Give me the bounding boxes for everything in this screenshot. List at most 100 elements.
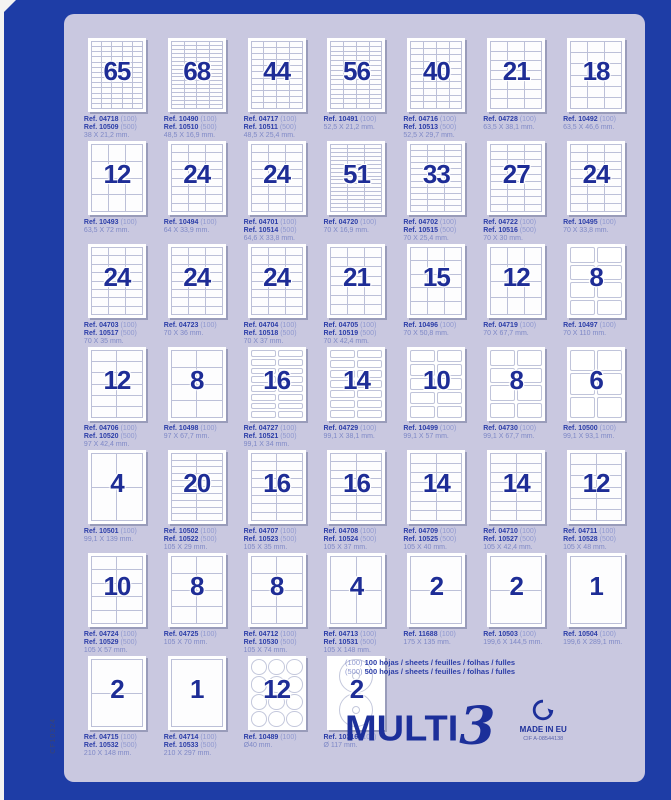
label-shape xyxy=(250,710,268,727)
label-count: 12 xyxy=(582,467,611,498)
label-shape xyxy=(91,178,108,195)
sheet-diagram: 21 xyxy=(327,244,386,318)
size-text: 70 X 42,4 mm. xyxy=(323,338,370,345)
label-shape xyxy=(436,473,462,482)
label-shape xyxy=(277,90,289,96)
label-shape xyxy=(122,42,132,47)
label-shape xyxy=(91,264,108,273)
label-shape xyxy=(331,257,348,267)
ref-line: Ref. 04705 (100) xyxy=(323,322,377,329)
label-shape xyxy=(171,298,188,306)
sheet-diagram: 18 xyxy=(567,38,626,112)
label-shape xyxy=(508,197,525,204)
label-shape xyxy=(251,203,268,211)
label-shape xyxy=(331,470,356,479)
label-shape xyxy=(108,178,125,195)
product-cell: 8 Ref. 10498 (100) 97 X 67,7 mm. xyxy=(160,347,234,450)
label-shape xyxy=(102,62,112,67)
label-shape xyxy=(91,52,102,57)
label-shape xyxy=(197,57,210,61)
legend-text: 500 hojas / sheets / feuilles / folhas /… xyxy=(364,667,516,676)
label-shape xyxy=(91,362,117,373)
ref-line: Ref. 10522 (500) xyxy=(163,536,217,543)
label-shape xyxy=(251,495,277,504)
label-shape xyxy=(197,454,222,460)
product-cell: 24 Ref. 04701 (100) Ref. 10514 (500) 64,6 … xyxy=(240,141,314,244)
scan-edge xyxy=(0,0,4,800)
label-shape xyxy=(197,49,210,53)
label-shape xyxy=(102,78,112,83)
label-shape xyxy=(525,174,542,182)
label-shape xyxy=(250,402,276,410)
label-shape xyxy=(117,597,142,610)
label-layout xyxy=(90,453,143,521)
size-text: 63,5 X 72 mm. xyxy=(83,227,130,234)
label-shape xyxy=(125,145,142,161)
label-shape xyxy=(331,80,344,85)
label-shape xyxy=(331,156,348,160)
label-shape xyxy=(91,161,108,178)
label-shape xyxy=(436,492,462,501)
sheet-diagram: 4 xyxy=(87,450,146,524)
label-shape xyxy=(445,261,462,274)
label-shape xyxy=(188,281,205,289)
label-shape xyxy=(171,61,184,65)
product-info: Ref. 10502 (100) Ref. 10522 (500) 105 X 29… xyxy=(164,528,230,552)
label-shape xyxy=(424,62,436,68)
label-shape xyxy=(268,659,285,676)
label-shape xyxy=(277,54,289,60)
label-shape xyxy=(344,51,356,56)
label-shape xyxy=(525,189,542,197)
label-shape xyxy=(365,145,382,148)
label-shape xyxy=(251,60,264,66)
label-shape xyxy=(344,75,356,80)
label-layout xyxy=(90,556,143,624)
label-shape xyxy=(197,590,222,607)
label-shape xyxy=(188,273,205,281)
ref-line: Ref. 04712 (100) xyxy=(243,631,297,638)
label-shape xyxy=(365,152,382,156)
product-cell: 12 Ref. 04719 (100) 70 X 67,7 mm. xyxy=(479,244,553,347)
label-shape xyxy=(357,410,383,418)
label-layout xyxy=(410,247,463,315)
label-shape xyxy=(171,474,197,480)
label-shape xyxy=(588,145,605,153)
product-info: Ref. 10501 (100) 99,1 X 139 mm. xyxy=(84,528,150,544)
label-shape xyxy=(171,145,188,153)
label-shape xyxy=(525,298,542,314)
label-shape xyxy=(171,195,188,203)
size-text: 199,6 X 144,5 mm. xyxy=(483,639,543,646)
label-shape xyxy=(605,178,622,186)
label-shape xyxy=(285,248,302,256)
ref-line: Ref. 10502 (100) xyxy=(163,528,217,535)
label-shape xyxy=(91,195,108,211)
label-shape xyxy=(171,607,197,623)
ref-line: Ref. 10503 (100) xyxy=(483,631,537,638)
label-shape xyxy=(508,80,525,89)
label-shape xyxy=(171,77,184,81)
ref-line: Ref. 04701 (100) xyxy=(243,219,297,226)
label-shape xyxy=(571,557,622,623)
label-shape xyxy=(122,47,132,52)
label-shape xyxy=(330,360,356,368)
label-shape xyxy=(91,103,102,108)
label-shape xyxy=(205,248,222,256)
label-shape xyxy=(251,195,268,203)
label-shape xyxy=(171,42,184,45)
label-shape xyxy=(197,45,210,49)
label-shape xyxy=(348,305,365,314)
label-shape xyxy=(289,72,302,78)
label-shape xyxy=(525,159,542,167)
label-shape xyxy=(268,289,285,298)
label-shape xyxy=(357,370,383,378)
label-shape xyxy=(251,54,264,60)
sheet-diagram: 27 xyxy=(487,141,546,215)
label-layout xyxy=(570,247,623,315)
label-shape xyxy=(331,495,356,504)
product-cell: 2 Ref. 04715 (100) Ref. 10532 (500) 210 X … xyxy=(80,656,154,759)
label-layout xyxy=(250,556,303,624)
sheet-count-legend: (100) 100 hojas / sheets / feuilles / fo… xyxy=(345,658,575,676)
size-text: 99,1 X 93,1 mm. xyxy=(563,433,615,440)
label-shape xyxy=(411,288,428,301)
label-shape xyxy=(508,99,525,108)
